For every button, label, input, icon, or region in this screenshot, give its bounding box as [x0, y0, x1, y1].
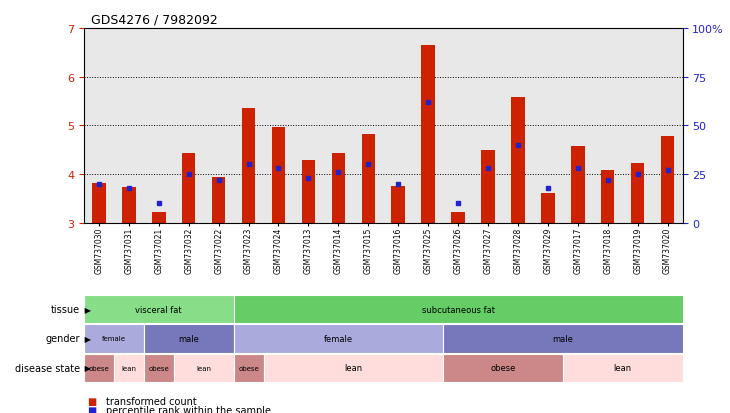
- Bar: [601, 171, 615, 223]
- Text: obese: obese: [148, 365, 169, 371]
- Text: male: male: [553, 334, 573, 343]
- Bar: [114, 354, 144, 382]
- Bar: [144, 354, 174, 382]
- Bar: [571, 147, 585, 223]
- Text: obese: obese: [491, 363, 515, 373]
- Bar: [443, 354, 563, 382]
- Bar: [144, 325, 234, 353]
- Bar: [272, 128, 285, 223]
- Bar: [234, 295, 683, 323]
- Text: ▶: ▶: [82, 305, 92, 314]
- Text: ▶: ▶: [82, 363, 92, 373]
- Text: visceral fat: visceral fat: [136, 305, 182, 314]
- Bar: [212, 178, 226, 223]
- Text: disease state: disease state: [15, 363, 80, 373]
- Text: tissue: tissue: [51, 304, 80, 314]
- Bar: [443, 325, 683, 353]
- Bar: [152, 212, 166, 223]
- Bar: [84, 325, 144, 353]
- Text: ■: ■: [88, 396, 97, 406]
- Bar: [661, 137, 675, 223]
- Text: subcutaneous fat: subcutaneous fat: [422, 305, 495, 314]
- Text: percentile rank within the sample: percentile rank within the sample: [106, 405, 271, 413]
- Text: obese: obese: [88, 365, 110, 371]
- Bar: [391, 187, 405, 223]
- Text: gender: gender: [46, 334, 80, 344]
- Bar: [234, 354, 264, 382]
- Text: GDS4276 / 7982092: GDS4276 / 7982092: [91, 14, 218, 27]
- Text: ■: ■: [88, 405, 97, 413]
- Bar: [264, 354, 443, 382]
- Text: female: female: [102, 336, 126, 342]
- Bar: [631, 163, 645, 223]
- Text: male: male: [178, 334, 199, 343]
- Text: lean: lean: [614, 363, 631, 373]
- Text: lean: lean: [196, 365, 211, 371]
- Bar: [174, 354, 234, 382]
- Text: female: female: [324, 334, 353, 343]
- Bar: [242, 109, 256, 223]
- Bar: [234, 325, 443, 353]
- Bar: [541, 194, 555, 223]
- Bar: [511, 98, 525, 223]
- Text: obese: obese: [238, 365, 259, 371]
- Bar: [331, 154, 345, 223]
- Text: lean: lean: [121, 365, 137, 371]
- Bar: [122, 187, 136, 223]
- Bar: [421, 46, 435, 223]
- Bar: [361, 134, 375, 223]
- Bar: [481, 150, 495, 223]
- Bar: [301, 161, 315, 223]
- Bar: [182, 154, 196, 223]
- Bar: [451, 212, 465, 223]
- Bar: [84, 295, 234, 323]
- Text: transformed count: transformed count: [106, 396, 196, 406]
- Text: ▶: ▶: [82, 334, 92, 343]
- Bar: [563, 354, 683, 382]
- Bar: [92, 183, 106, 223]
- Text: lean: lean: [345, 363, 362, 373]
- Bar: [84, 354, 114, 382]
